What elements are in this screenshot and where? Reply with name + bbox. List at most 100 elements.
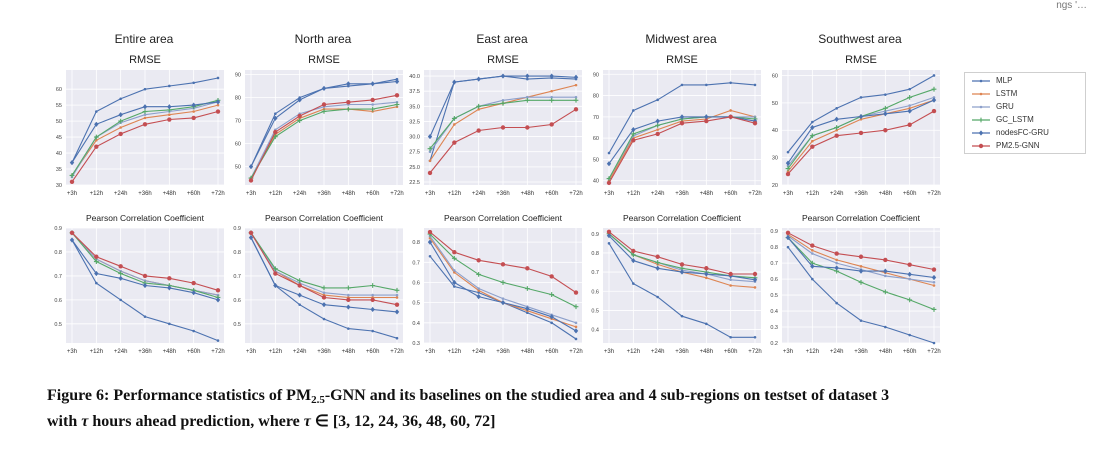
data-point (834, 265, 839, 271)
data-point (142, 273, 148, 279)
x-tick-label: +72h (211, 349, 225, 355)
x-tick-label: +48h (879, 349, 893, 355)
data-point (370, 306, 375, 313)
data-point (142, 109, 148, 114)
data-point (882, 289, 888, 295)
data-point (728, 114, 733, 120)
data-point (370, 81, 375, 87)
data-point (321, 302, 327, 308)
data-point (453, 269, 456, 272)
data-point (215, 288, 221, 293)
chart-grid: RMSE 30 35 40 45 50 55 60 +3h +12h +24h +36h +48h +60… (54, 54, 940, 355)
data-point (297, 292, 302, 298)
data-point (143, 87, 147, 91)
data-point (95, 138, 98, 142)
data-point (215, 109, 221, 114)
data-point (216, 103, 220, 107)
data-point (679, 121, 685, 126)
data-point (143, 116, 147, 120)
data-point (574, 321, 578, 325)
y-tick-label: 50 (772, 101, 778, 107)
y-tick-label: 40 (593, 179, 599, 185)
x-tick-label: +60h (903, 191, 917, 197)
legend-swatch-graphic (972, 117, 990, 123)
data-point (729, 284, 732, 287)
legend-swatch (971, 77, 991, 85)
y-tick-label: 0.9 (233, 226, 241, 232)
x-tick-label: +36h (675, 191, 689, 197)
y-tick-label: 0.6 (412, 280, 420, 286)
data-point (394, 302, 400, 307)
data-point (69, 173, 75, 178)
data-point (679, 262, 685, 267)
data-point (297, 118, 303, 123)
data-point (395, 336, 399, 340)
data-point (883, 268, 888, 274)
data-point (834, 251, 839, 256)
data-point (93, 259, 99, 264)
x-tick-label: +12h (269, 349, 283, 355)
data-point (248, 234, 254, 241)
data-point (931, 267, 937, 272)
data-point (573, 107, 579, 112)
data-point (883, 128, 888, 133)
x-tick-label: +24h (293, 349, 307, 355)
data-point (347, 293, 350, 297)
data-point (979, 79, 983, 83)
y-tick-label: 0.9 (54, 226, 62, 232)
data-point (705, 322, 708, 326)
y-tick-label: 0.8 (54, 250, 62, 256)
data-point (932, 74, 936, 77)
data-point (704, 271, 709, 277)
data-point (680, 314, 684, 318)
data-point (786, 150, 790, 154)
y-tick-label: 0.9 (770, 229, 778, 235)
data-point (907, 94, 913, 100)
x-tick-label: +3h (246, 191, 256, 197)
data-point (606, 180, 612, 186)
data-point (94, 270, 99, 277)
data-point (630, 131, 636, 137)
data-point (94, 254, 99, 259)
y-tick-label: 60 (235, 142, 241, 148)
data-point (272, 266, 278, 272)
legend-label: LSTM (996, 89, 1018, 98)
data-point (524, 286, 530, 291)
x-tick-label: +24h (293, 191, 307, 197)
data-point (908, 333, 911, 337)
subplot: Pearson Correlation Coefficient 0.4 0.5 0.6… (591, 213, 761, 355)
data-point (656, 128, 659, 131)
data-point (168, 113, 171, 117)
data-point (371, 103, 374, 106)
data-point (549, 73, 554, 79)
legend-item-gru: GRU (971, 101, 1014, 112)
y-tick-label: 40.0 (409, 74, 420, 80)
data-point (835, 258, 838, 262)
x-tick-label: +12h (90, 349, 104, 355)
data-point (167, 285, 172, 291)
data-point (273, 271, 278, 276)
y-tick-label: 30 (772, 156, 778, 162)
data-point (476, 103, 482, 109)
data-point (346, 297, 351, 303)
y-tick-label: 55 (56, 103, 62, 109)
region-title-southwest: Southwest area (818, 32, 902, 46)
legend-item-mlp: MLP (971, 75, 1012, 86)
data-point (394, 309, 400, 315)
data-point (549, 97, 555, 103)
region-title-entire: Entire area (114, 32, 174, 46)
caption-subscript: 2.5 (311, 394, 325, 406)
x-tick-label: +12h (269, 191, 283, 197)
legend-swatch (971, 142, 991, 150)
data-point (573, 290, 579, 295)
subplot-title: RMSE (308, 54, 340, 66)
x-tick-label: +12h (448, 191, 462, 197)
data-point (345, 285, 351, 291)
data-point (142, 122, 148, 127)
legend-swatch-graphic (972, 143, 990, 149)
y-tick-label: 20 (772, 183, 778, 189)
x-tick-label: +24h (830, 349, 844, 355)
data-point (500, 300, 506, 306)
legend-swatch-graphic (972, 92, 990, 96)
data-point (884, 325, 887, 329)
